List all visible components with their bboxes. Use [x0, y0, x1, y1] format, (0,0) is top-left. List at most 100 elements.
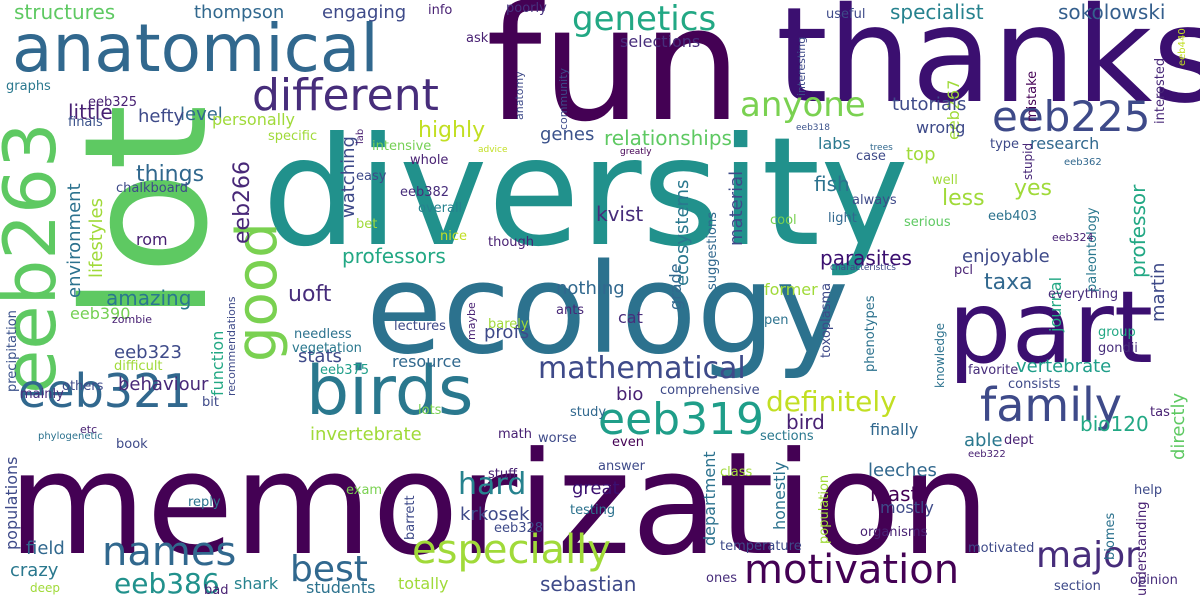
word-eeb323: eeb323 — [114, 342, 182, 363]
word-research: research — [1030, 134, 1100, 153]
word-family: family — [980, 378, 1122, 432]
word-martin: martin — [1148, 262, 1169, 322]
word-totally: totally — [398, 574, 449, 593]
word-greatly: greatly — [620, 147, 652, 157]
word-serious: serious — [904, 215, 951, 230]
word-case: case — [856, 149, 886, 164]
word-mostly: mostly — [880, 498, 934, 517]
word-class: class — [720, 465, 753, 480]
word-dept: dept — [1004, 433, 1034, 448]
word-interesting: interesting — [795, 36, 808, 96]
word-eeb322: eeb322 — [968, 449, 1006, 460]
word-behaviour: behaviour — [118, 374, 209, 395]
word-eeb328: eeb328 — [494, 521, 544, 536]
word-eeb386: eeb386 — [114, 567, 220, 600]
word-sokolowski: sokolowski — [1058, 0, 1166, 24]
word-able: able — [964, 430, 1003, 451]
word-characteristics: characteristics — [830, 263, 896, 273]
word-lectures: lectures — [394, 319, 446, 334]
word-recommendations: recommendations — [225, 296, 238, 396]
word-eeb325: eeb325 — [88, 95, 138, 110]
word-lab: lab — [355, 128, 366, 144]
word-ecology: ecology — [366, 238, 849, 382]
word-krkosek: krkosek — [460, 504, 530, 525]
word-light: light — [828, 211, 857, 226]
word-barrett: barrett — [403, 495, 418, 540]
word-barely: barely — [488, 317, 529, 332]
word-less: less — [942, 186, 985, 211]
word-thanks: thanks — [776, 0, 1200, 133]
word-shark: shark — [234, 574, 279, 593]
word-eeb321: eeb321 — [18, 364, 192, 418]
word-uoft: uoft — [288, 282, 332, 307]
word-tutorials: tutorials — [892, 94, 967, 115]
word-testing: testing — [570, 503, 616, 518]
word-biomes: biomes — [1103, 512, 1118, 560]
word-bio120: bio120 — [1080, 412, 1149, 436]
word-material: material — [726, 170, 747, 246]
word-environment: environment — [64, 183, 85, 298]
word-birds: birds — [306, 352, 474, 431]
word-answer: answer — [598, 459, 645, 474]
word-top: top — [906, 144, 936, 165]
word-math: math — [498, 427, 532, 442]
word-stupid: stupid — [1021, 142, 1035, 180]
word-lifestyles: lifestyles — [86, 198, 107, 278]
word-others: others — [62, 379, 104, 394]
word-well: well — [932, 173, 958, 188]
word-grade: grade — [666, 263, 685, 310]
word-interested: interested — [1153, 57, 1168, 124]
word-stuff: stuff — [488, 467, 518, 482]
word-ants: ants — [556, 303, 585, 318]
word-community: community — [557, 67, 570, 130]
word-part: part — [948, 269, 1154, 386]
word-phenotypes: phenotypes — [863, 295, 878, 373]
word-gondii: gondii — [1098, 341, 1138, 356]
word-rom: rom — [136, 230, 168, 249]
word-highly: highly — [418, 118, 486, 143]
word-anatomical: anatomical — [12, 10, 379, 87]
word-zombie: zombie — [112, 313, 153, 326]
word-least: least — [870, 482, 919, 506]
word-info: info — [428, 3, 453, 18]
word-parasites: parasites — [820, 246, 912, 270]
word-professors: professors — [342, 244, 446, 268]
word-temperature: temperature — [720, 539, 802, 554]
word-nice: nice — [440, 229, 467, 244]
word-intensive: intensive — [372, 139, 432, 154]
word-journal: journal — [1046, 276, 1065, 332]
word-things: things — [136, 162, 205, 187]
word-function: function — [208, 330, 227, 396]
word-resource: resource — [392, 352, 462, 371]
word-genetics: genetics — [572, 0, 717, 39]
word-population: population — [817, 474, 832, 544]
word-professor: professor — [1126, 184, 1150, 278]
word-poorly: poorly — [506, 1, 547, 16]
word-genes: genes — [540, 124, 595, 145]
word-phylogenetic: phylogenetic — [38, 431, 103, 442]
word-ones: ones — [706, 571, 737, 586]
word-specific: specific — [268, 129, 318, 144]
word-eeb318: eeb318 — [796, 123, 830, 133]
word-tas: tas — [1150, 405, 1170, 420]
word-former: former — [764, 280, 818, 299]
word-group: group — [1098, 325, 1136, 340]
word-eeb382: eeb382 — [400, 185, 450, 200]
word-consists: consists — [1008, 377, 1061, 392]
word-students: students — [306, 578, 376, 597]
word-deep: deep — [30, 581, 60, 595]
word-advice: advice — [478, 145, 508, 155]
word-everything: everything — [1048, 287, 1119, 302]
word-enjoyable: enjoyable — [962, 246, 1050, 267]
word-needless: needless — [294, 327, 352, 342]
word-whole: whole — [410, 153, 449, 168]
word-best: best — [290, 549, 368, 590]
word-favorite: favorite — [968, 363, 1019, 378]
word-memorization: memorization — [8, 422, 991, 587]
word-labs: labs — [818, 134, 851, 153]
word-hefty: hefty — [138, 106, 185, 127]
word-even: even — [612, 435, 644, 450]
word-difficult: difficult — [114, 359, 163, 374]
word-pcl: pcl — [954, 263, 974, 278]
